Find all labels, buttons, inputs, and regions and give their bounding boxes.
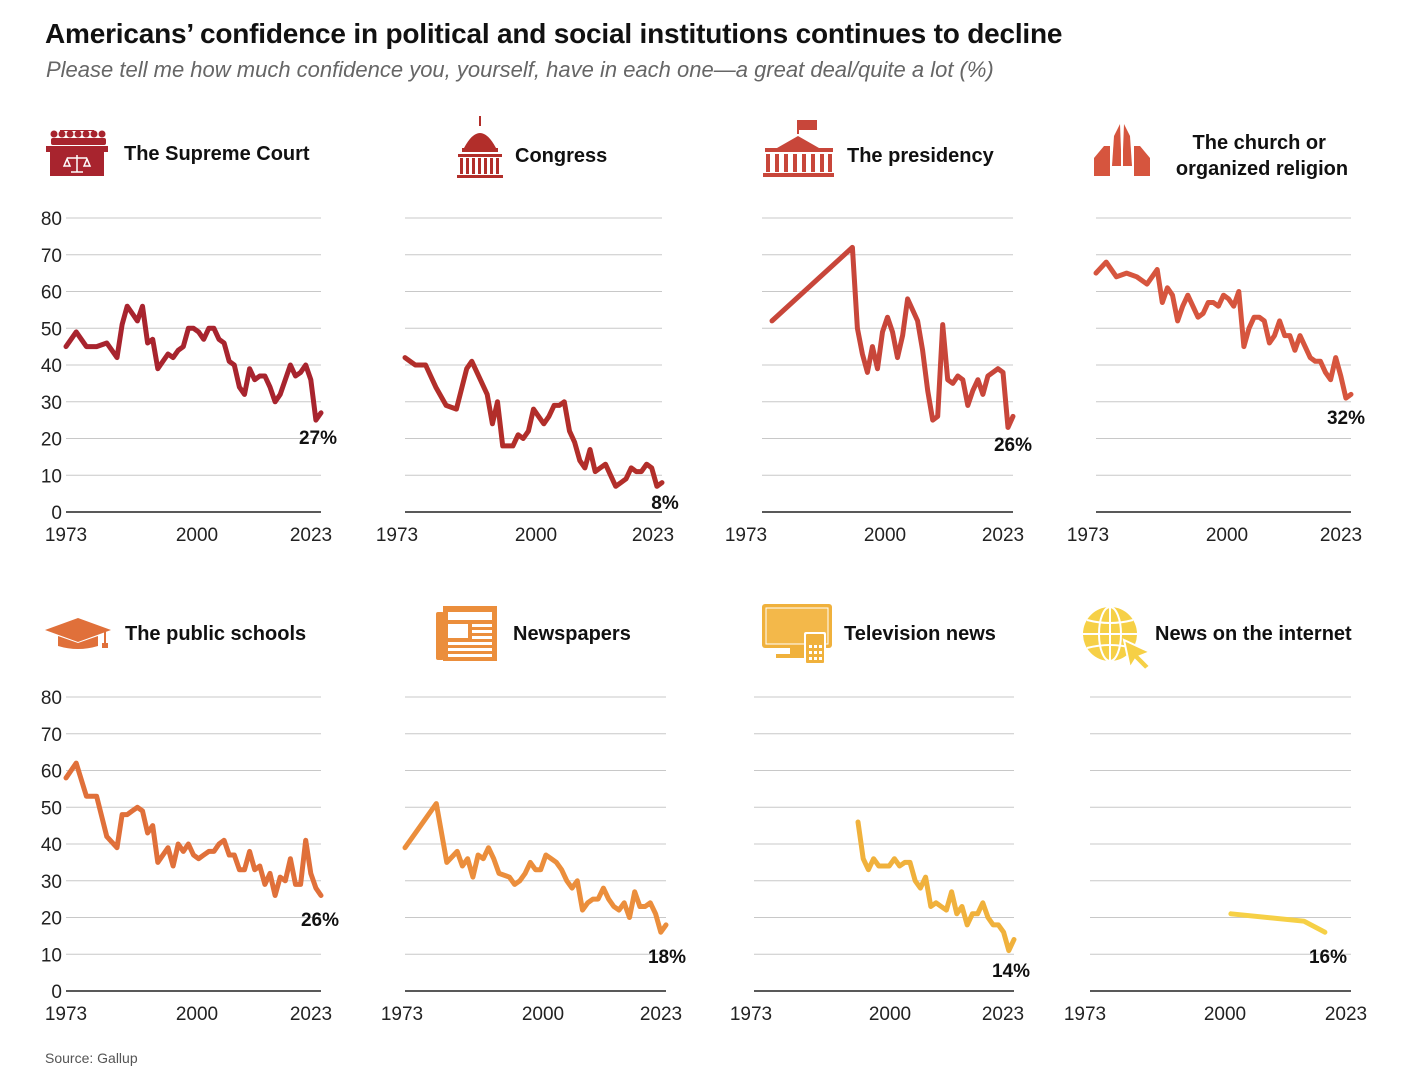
- y-tick-label: 50: [41, 319, 62, 340]
- x-tick-label: 1973: [725, 525, 767, 546]
- panel-plot-0: 0 10 20 30 40 50 60 70 80 1973 2000 2023 27%: [41, 209, 337, 546]
- x-tick-label: 2023: [632, 525, 674, 546]
- supreme-court-icon: [46, 130, 108, 176]
- y-tick-label: 30: [41, 393, 62, 414]
- x-tick-label: 2000: [522, 1004, 564, 1025]
- end-value-label: 18%: [648, 947, 686, 968]
- y-tick-label: 60: [41, 762, 62, 783]
- y-tick-label: 80: [41, 688, 62, 709]
- graduation-cap-icon: [45, 618, 111, 649]
- x-tick-label: 2000: [869, 1004, 911, 1025]
- x-tick-label: 2000: [1206, 525, 1248, 546]
- series-line: [402, 355, 665, 489]
- panel-public-schools: The public schools 0 10 20 30 40 50 60 70 80 1973…: [41, 618, 339, 1025]
- panel-plot-2: 1973 2000 2023 26%: [725, 217, 1032, 546]
- series-line: [1093, 259, 1354, 401]
- panel-title-congress: Congress: [515, 145, 607, 167]
- x-tick-label: 2000: [864, 525, 906, 546]
- x-tick-label: 1973: [1064, 1004, 1106, 1025]
- series-line: [402, 801, 669, 935]
- newspaper-icon: [436, 606, 497, 661]
- chart-subtitle: Please tell me how much confidence you, …: [46, 57, 994, 82]
- end-value-label: 14%: [992, 961, 1030, 982]
- y-tick-label: 0: [51, 982, 62, 1003]
- panel-church: The church or organized religion 1973 200…: [1067, 124, 1365, 546]
- x-tick-label: 1973: [45, 1004, 87, 1025]
- y-tick-label: 60: [41, 283, 62, 304]
- panel-title-television-news: Television news: [844, 623, 996, 645]
- panel-title-supreme-court: The Supreme Court: [124, 143, 310, 165]
- y-tick-label: 10: [41, 945, 62, 966]
- panel-presidency: The presidency 1973 2000 2023 26%: [725, 120, 1032, 546]
- series-line: [63, 303, 324, 423]
- panel-plot-4: 0 10 20 30 40 50 60 70 80 1973 2000 2023 26%: [41, 688, 339, 1025]
- panel-supreme-court: The Supreme Court 0 10 20 30 40 50 60 70 80 1973 2…: [41, 130, 337, 546]
- panel-newspapers: Newspapers 1973 2000 2023 18%: [381, 606, 686, 1025]
- panel-title-presidency: The presidency: [847, 145, 995, 167]
- panel-television-news: Television news 1973 2000 2023 14%: [730, 604, 1030, 1025]
- x-tick-label: 1973: [1067, 525, 1109, 546]
- y-tick-label: 10: [41, 466, 62, 487]
- y-tick-label: 70: [41, 725, 62, 746]
- y-tick-label: 70: [41, 246, 62, 267]
- praying-hands-icon: [1094, 124, 1150, 176]
- panel-title-newspapers: Newspapers: [513, 623, 631, 645]
- y-tick-label: 40: [41, 356, 62, 377]
- source-note: Source: Gallup: [45, 1050, 138, 1066]
- y-tick-label: 80: [41, 209, 62, 230]
- x-tick-label: 1973: [730, 1004, 772, 1025]
- capitol-icon: [457, 116, 503, 178]
- panel-title-public-schools: The public schools: [125, 623, 306, 645]
- panel-title-church-line1: The church or: [1193, 132, 1327, 154]
- end-value-label: 26%: [994, 435, 1032, 456]
- x-tick-label: 2023: [290, 525, 332, 546]
- x-tick-label: 2000: [1204, 1004, 1246, 1025]
- panel-plot-3: 1973 2000 2023 32%: [1067, 217, 1365, 546]
- x-tick-label: 2000: [176, 525, 218, 546]
- x-tick-label: 2023: [290, 1004, 332, 1025]
- panel-news-internet: News on the internet 1973 2000 2023 16%: [1064, 606, 1367, 1025]
- y-tick-label: 20: [41, 430, 62, 451]
- y-tick-label: 40: [41, 835, 62, 856]
- x-tick-label: 2023: [640, 1004, 682, 1025]
- tv-icon: [762, 604, 832, 665]
- x-tick-label: 1973: [45, 525, 87, 546]
- x-tick-label: 2023: [982, 1004, 1024, 1025]
- panel-plot-1: 1973 2000 2023 8%: [376, 217, 679, 546]
- panel-plot-7: 1973 2000 2023 16%: [1064, 696, 1367, 1025]
- end-value-label: 26%: [301, 910, 339, 931]
- end-value-label: 27%: [299, 428, 337, 449]
- end-value-label: 16%: [1309, 947, 1347, 968]
- chart-title: Americans’ confidence in political and s…: [45, 18, 1063, 49]
- panel-title-church: The church or organized religion: [1176, 132, 1348, 180]
- x-tick-label: 2023: [982, 525, 1024, 546]
- series-line: [63, 760, 324, 898]
- series-line: [1228, 911, 1328, 935]
- panel-plot-5: 1973 2000 2023 18%: [381, 696, 686, 1025]
- x-tick-label: 2023: [1320, 525, 1362, 546]
- end-value-label: 32%: [1327, 408, 1365, 429]
- panel-title-church-line2: organized religion: [1176, 158, 1348, 180]
- y-tick-label: 30: [41, 872, 62, 893]
- end-value-label: 8%: [651, 493, 679, 514]
- y-tick-label: 50: [41, 798, 62, 819]
- x-tick-label: 1973: [376, 525, 418, 546]
- series-line: [855, 819, 1017, 954]
- series-line: [769, 244, 1016, 430]
- x-tick-label: 2023: [1325, 1004, 1367, 1025]
- x-tick-label: 2000: [176, 1004, 218, 1025]
- panel-title-news-internet: News on the internet: [1155, 623, 1352, 645]
- y-tick-label: 0: [51, 503, 62, 524]
- panel-congress: Congress 1973 2000 2023 8%: [376, 116, 679, 546]
- panel-plot-6: 1973 2000 2023 14%: [730, 696, 1030, 1025]
- x-tick-label: 1973: [381, 1004, 423, 1025]
- white-house-icon: [763, 120, 834, 177]
- x-tick-label: 2000: [515, 525, 557, 546]
- globe-cursor-icon: [1083, 606, 1153, 672]
- y-tick-label: 20: [41, 909, 62, 930]
